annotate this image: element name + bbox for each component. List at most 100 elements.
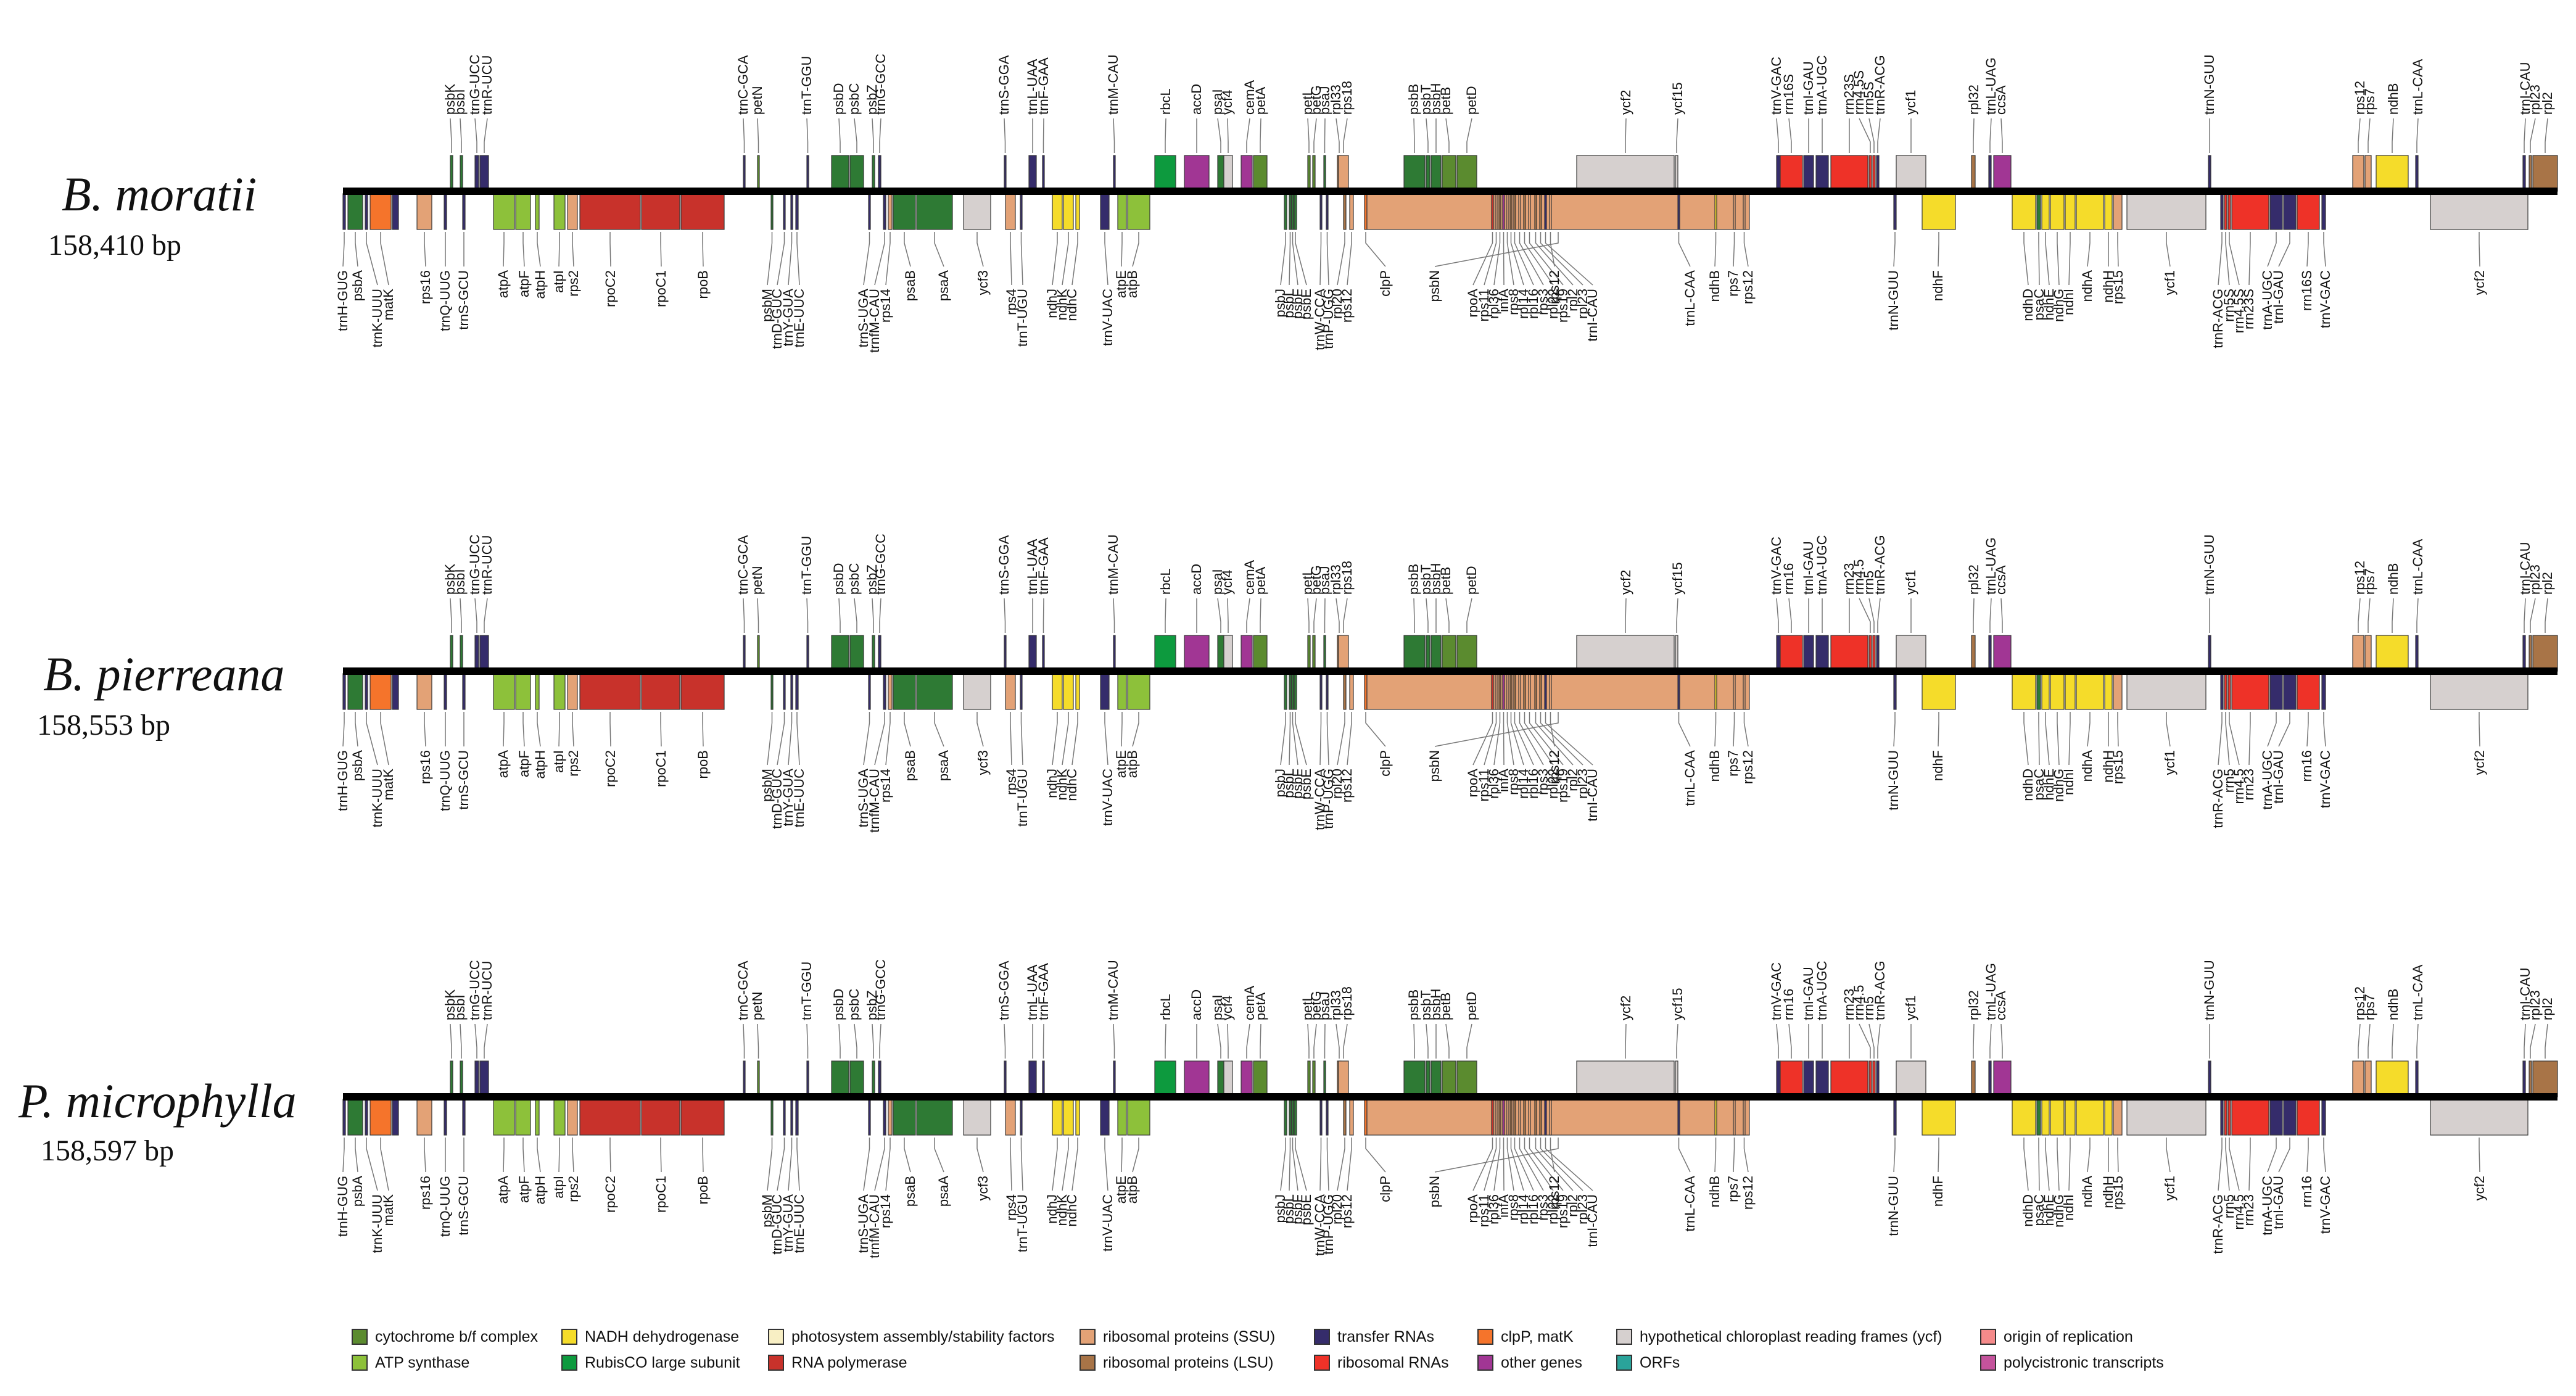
gene-label: trnS-UGA [856,1194,871,1254]
gene-label: ndhH [2100,270,2116,303]
gene-connector [2248,712,2251,766]
gene-label: petL [1300,994,1315,1020]
gene-box [1896,1060,1926,1097]
gene-label: rps7 [1725,270,1741,297]
gene-box [1830,1060,1868,1097]
gene-connector [1989,118,1992,153]
gene-connector [1529,1138,1564,1191]
gene-box [2065,193,2076,230]
gene-label: trnT-UGU [1015,289,1030,347]
gene-connector [1165,118,1166,153]
gene-connector [874,712,885,766]
gene-connector [2087,712,2091,747]
gene-connector [1519,1138,1544,1191]
gene-label: rpl32 [1966,85,1981,115]
gene-label: atpE [1113,750,1129,778]
gene-connector [2057,712,2060,766]
gene-box [2283,673,2297,710]
gene-label: rrn23S [1841,74,1857,115]
gene-label: atpA [495,1176,511,1204]
gene-connector [904,232,911,267]
gene-label: trnI-GAU [1801,967,1816,1020]
gene-label: ndhC [1064,289,1080,321]
gene-label: rpoB [695,270,711,299]
gene-box [2220,1099,2224,1136]
gene-connector [1472,712,1493,766]
gene-connector [743,598,745,633]
gene-label: trnI-CAU [2517,62,2533,115]
gene-label: rpoC1 [653,270,669,307]
gene-label: psbZ [864,85,880,115]
gene-box [1075,673,1080,710]
legend-swatch [1980,1329,1996,1345]
gene-connector [1004,1023,1006,1059]
gene-box [1993,155,2012,192]
gene-box [790,193,793,230]
gene-label: rrn16 [2299,750,2314,782]
gene-box [1075,1099,1080,1136]
gene-label: rpl14 [1516,769,1531,799]
gene-label: ndhA [2079,1176,2095,1208]
gene-box [1776,155,1781,192]
genome-size-3: 158,597 bp [41,1134,174,1167]
legend-swatch [1477,1329,1493,1345]
gene-box [849,155,864,192]
gene-label: petL [1300,88,1315,115]
gene-box [1430,635,1442,672]
gene-connector [1973,598,1975,633]
gene-label: petD [1464,566,1479,595]
gene-box [831,155,849,192]
gene-box [888,1099,893,1136]
gene-box [1733,1099,1736,1136]
gene-box [2529,635,2532,672]
gene-box [1323,635,1326,672]
gene-label: matK [381,289,396,321]
gene-connector [503,232,505,267]
legend-swatch [1980,1355,1996,1371]
gene-connector [1788,598,1792,633]
gene-label: accD [1189,989,1204,1020]
gene-label: clpP [1377,270,1393,297]
gene-label: trnL-CAA [2410,539,2425,595]
gene-label: rrn16 [1781,563,1796,595]
gene-label: clpP [1377,1176,1393,1202]
gene-connector [1010,232,1012,286]
gene-box [1544,673,1547,710]
gene-box [2065,1099,2076,1136]
gene-connector [1540,712,1583,766]
gene-label: ycf3 [975,270,991,295]
gene-label: psbD [831,563,846,595]
gene-connector [1678,712,1691,747]
gene-box [416,1099,432,1136]
gene-connector [838,118,841,153]
gene-connector [1292,1138,1298,1191]
gene-connector [1776,118,1779,153]
gene-box [365,193,368,230]
gene-box [1042,1060,1045,1097]
gene-label: trnV-GAC [2318,750,2333,808]
gene-connector [1020,232,1023,286]
gene-box [444,1099,447,1136]
gene-box [1223,635,1233,672]
gene-label: ycf1 [2162,750,2178,775]
gene-connector [1550,1138,1555,1173]
gene-box [770,673,774,710]
gene-label: atpE [1113,270,1129,298]
gene-box [1028,1060,1037,1097]
gene-box [1971,1060,1976,1097]
gene-box [2364,1060,2372,1097]
gene-label: ndhD [2020,769,2036,801]
gene-label: rps11 [1476,289,1492,321]
gene-label: psbK [442,84,458,115]
gene-connector [885,1138,891,1191]
gene-box [474,1060,479,1097]
gene-connector [1052,232,1058,286]
gene-label: trnM-CAU [1105,534,1121,595]
gene-label: trnY-GUA [780,769,796,827]
gene-label: trnL-UAA [1025,964,1040,1020]
gene-label: rps2 [566,270,581,297]
gene-label: rps11 [1476,769,1492,801]
gene-box [1241,1060,1253,1097]
gene-label: ndhA [2079,750,2095,782]
gene-connector [2218,232,2223,286]
